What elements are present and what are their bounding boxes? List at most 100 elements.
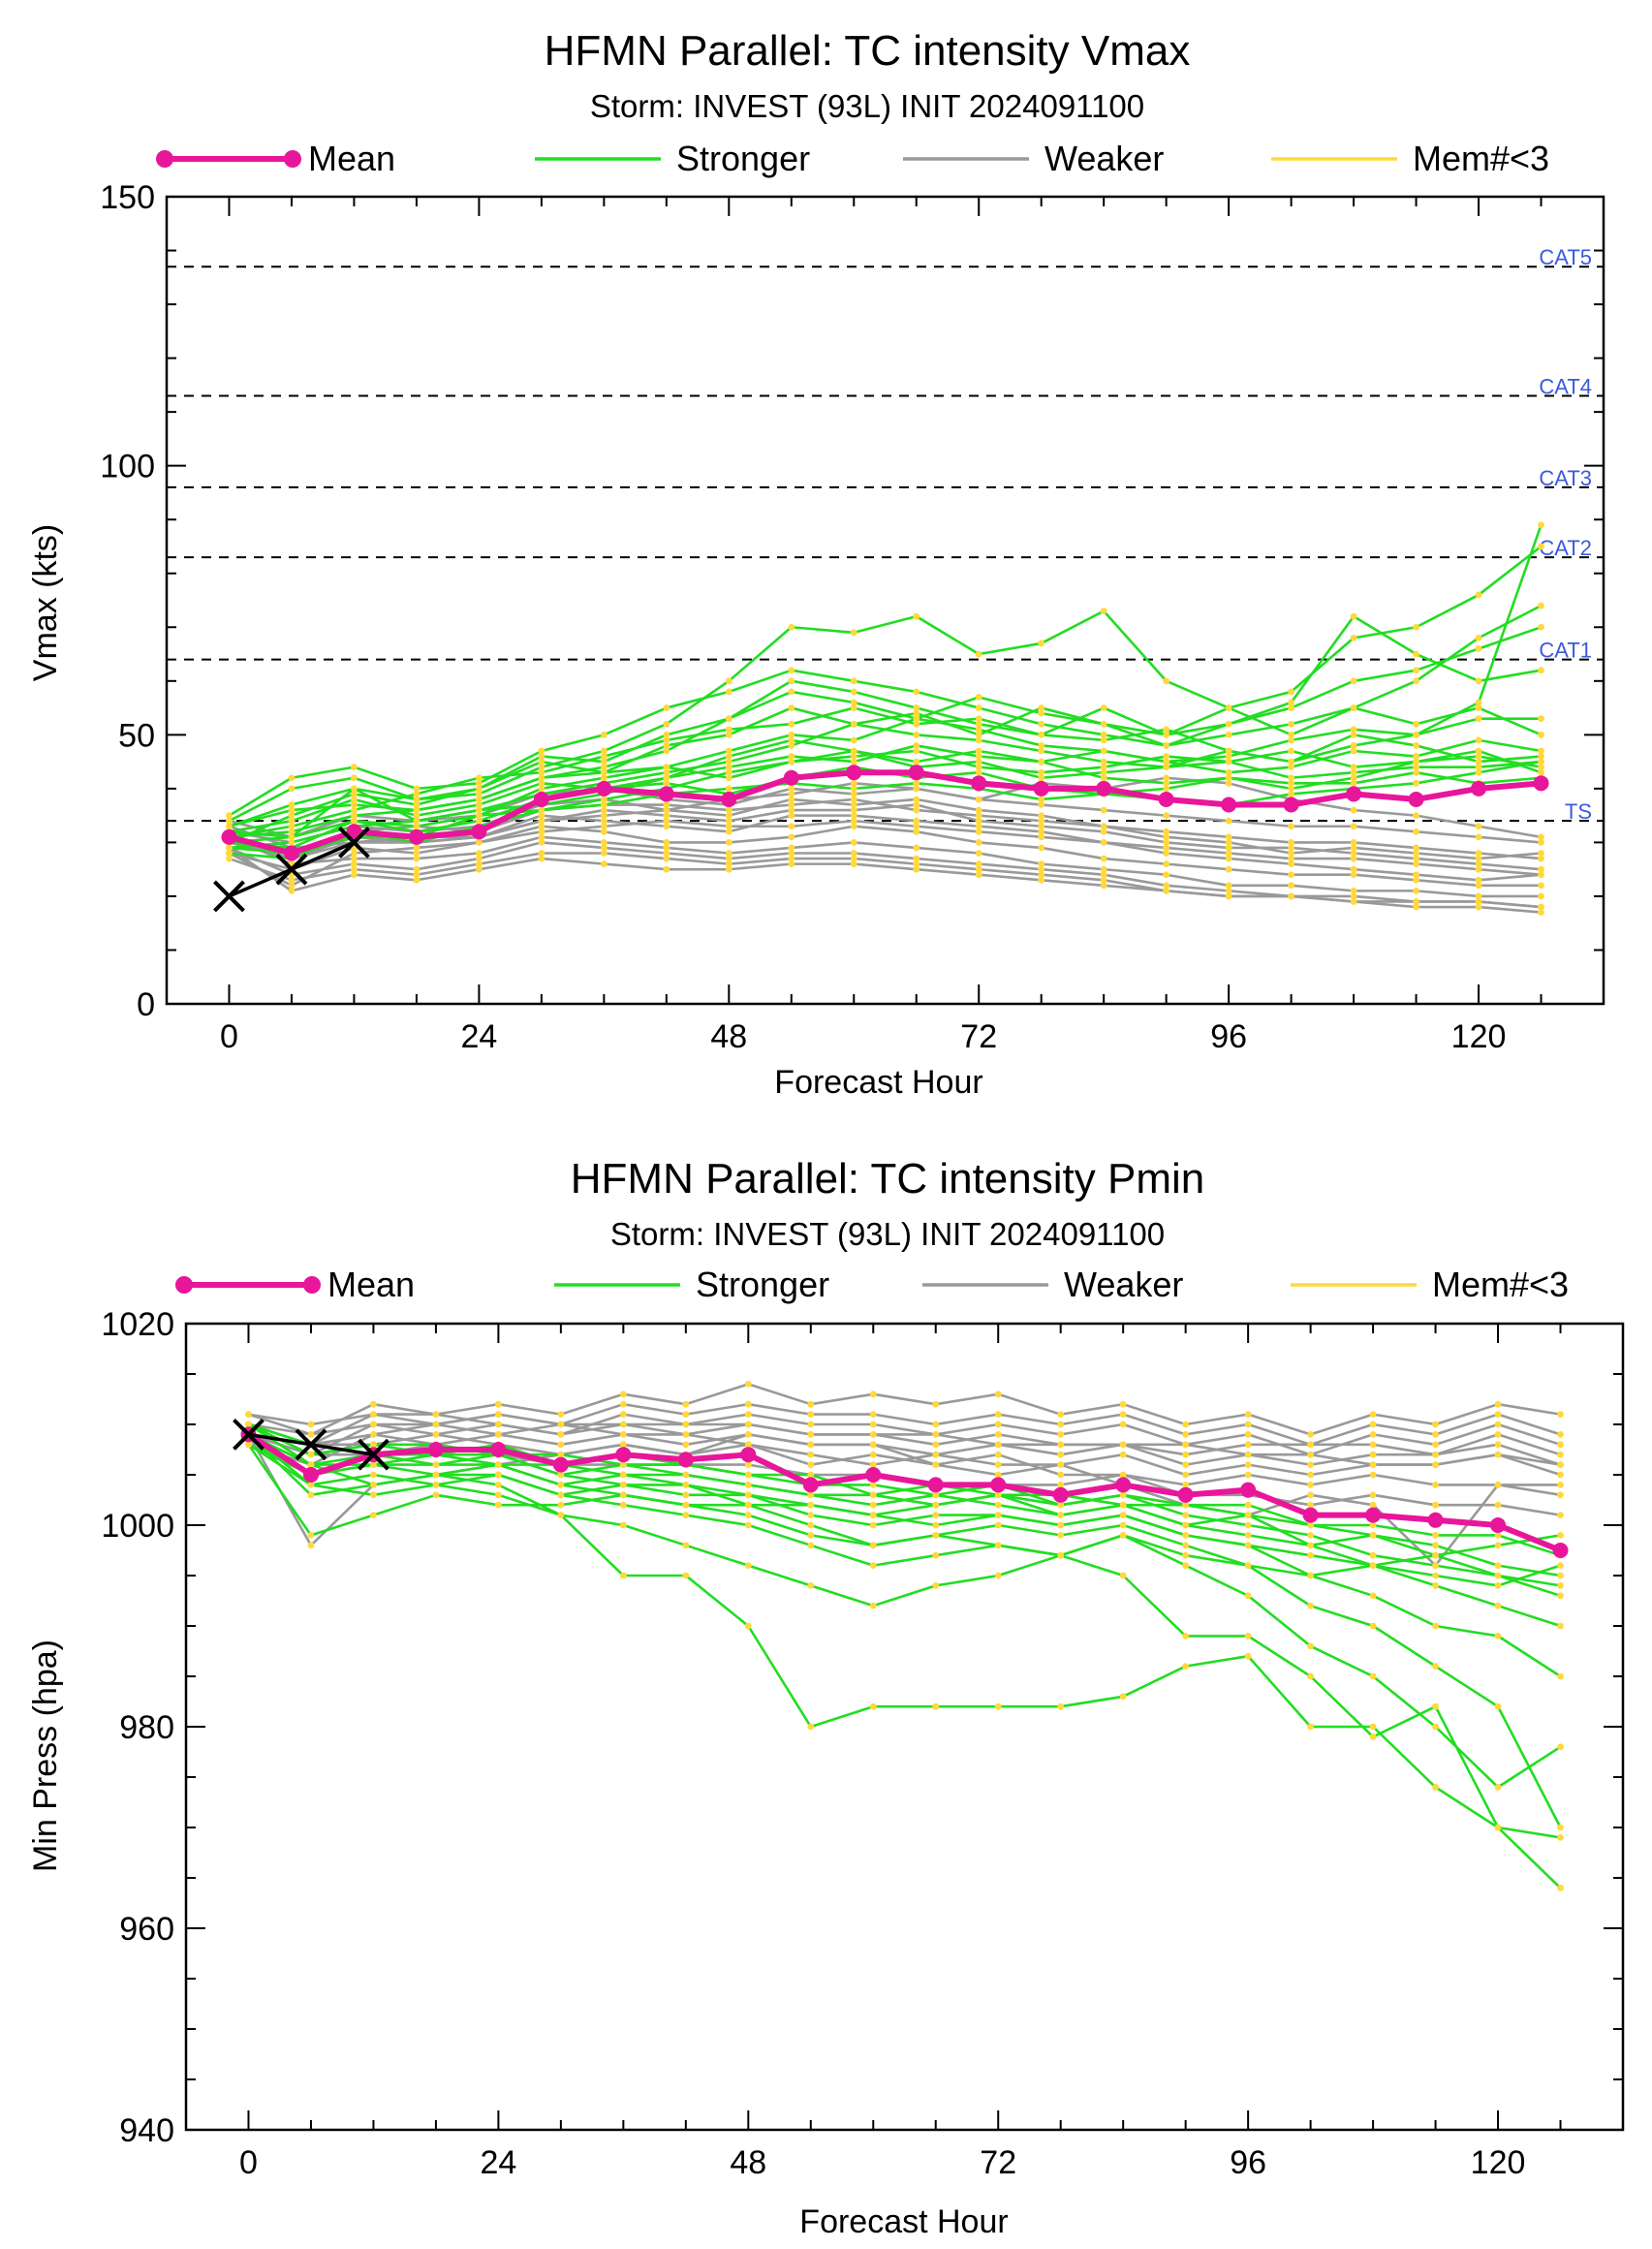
stronger-member-line-point (370, 1512, 377, 1518)
stronger-member-line-point (1288, 731, 1295, 738)
weaker-member-line-point (600, 844, 608, 852)
stronger-member-line-point (226, 850, 233, 857)
stronger-member-line-point (351, 791, 358, 797)
stronger-member-line-point (413, 801, 421, 808)
weaker-member-line-point (226, 855, 233, 862)
mean-point (1346, 786, 1362, 802)
weaker-member-line-point (619, 1421, 627, 1428)
observed-marker (295, 1428, 327, 1461)
weaker-member-line-point (600, 828, 608, 835)
stronger-member-line-point (1225, 774, 1232, 782)
stronger-member-line-point (619, 1471, 627, 1479)
stronger-member-line-point (788, 720, 795, 728)
stronger-member-line-point (1557, 1824, 1564, 1831)
weaker-member-line-point (1475, 823, 1482, 830)
weaker-member-line-point (1350, 806, 1357, 814)
weaker-member-line-point (1100, 839, 1107, 846)
weaker-member-line-point (1288, 860, 1295, 868)
mean-point (1427, 1512, 1444, 1528)
stronger-member-line-point (1307, 1542, 1315, 1549)
weaker-member-line-point (913, 796, 920, 803)
weaker-member-line-point (538, 833, 545, 841)
weaker-member-line-point (1557, 1512, 1564, 1518)
stronger-member-line-point (1288, 720, 1295, 728)
stronger-member-line-point (1038, 709, 1045, 717)
weaker-member-line-point (1350, 855, 1357, 862)
stronger-member-line-point (850, 688, 857, 696)
threshold-label: TS (1565, 799, 1592, 824)
weaker-member-line-point (475, 860, 483, 868)
stronger-member-line-point (557, 1471, 565, 1479)
stronger-member-line-point (413, 796, 421, 803)
stronger-member-line (247, 1433, 1561, 1587)
mean-point (1177, 1486, 1194, 1503)
weaker-member-line-point (557, 1421, 565, 1428)
weaker-member-line-point (994, 1390, 1002, 1398)
weaker-member-line-point (663, 801, 670, 808)
weaker-member-line-point (788, 855, 795, 862)
stronger-member-line-point (1413, 731, 1419, 738)
weaker-member-line-point (850, 860, 857, 868)
stronger-member-line-point (370, 1461, 377, 1468)
stronger-member-line-point (975, 731, 982, 738)
stronger-member-line-point (1100, 736, 1107, 744)
stronger-member-line-point (1475, 736, 1482, 744)
weaker-member-line-point (1182, 1441, 1190, 1449)
weaker-member-line-point (351, 855, 358, 862)
stronger-member-line-point (1413, 720, 1419, 728)
weaker-member-line-point (1413, 828, 1419, 835)
weaker-member-line-point (494, 1411, 502, 1418)
stronger-member-line-point (913, 704, 920, 711)
weaker-member-line-point (1538, 882, 1544, 890)
mean-point (1365, 1507, 1382, 1523)
weaker-member-line-point (1432, 1421, 1439, 1428)
weaker-member-line-point (494, 1421, 502, 1428)
weaker-member-line-point (1538, 865, 1544, 873)
weaker-member-line-point (1163, 839, 1170, 846)
threshold-label: CAT3 (1539, 466, 1592, 490)
weaker-member-line-point (1307, 1461, 1315, 1468)
threshold-label: CAT5 (1539, 245, 1592, 269)
stronger-member-line-point (913, 688, 920, 696)
weaker-member-line-point (913, 860, 920, 868)
weaker-member-line-point (807, 1441, 815, 1449)
stronger-member-line-point (1557, 1532, 1564, 1539)
weaker-member-line-point (1494, 1431, 1502, 1438)
legend-label-stronger: Stronger (676, 139, 810, 178)
weaker-member-line-point (869, 1411, 877, 1418)
stronger-member-line-point (1475, 699, 1482, 706)
stronger-member-line (229, 706, 1542, 839)
stronger-member-line-point (1288, 699, 1295, 706)
weaker-member-line-point (413, 855, 421, 862)
weaker-member-line-point (913, 844, 920, 852)
stronger-member-line-point (869, 1521, 877, 1529)
weaker-member-line-point (1057, 1451, 1065, 1458)
weaker-member-line-point (557, 1431, 565, 1438)
weaker-member-line-point (913, 823, 920, 830)
stronger-member-line-point (1494, 1824, 1502, 1831)
stronger-member-line-point (600, 801, 608, 808)
stronger-member-line-point (1557, 1885, 1564, 1891)
weaker-member-line-point (725, 850, 732, 857)
legend-label-mean: Mean (308, 139, 395, 178)
stronger-member-line-point (538, 753, 545, 760)
stronger-member-line-point (1494, 1702, 1502, 1710)
weaker-member-line-point (807, 1421, 815, 1428)
weaker-member-line-point (1225, 882, 1232, 890)
weaker-member-line-point (557, 1411, 565, 1418)
weaker-member-line-point (1475, 903, 1482, 911)
stronger-member-line-point (413, 812, 421, 820)
stronger-member-line-point (1538, 747, 1544, 755)
weaker-member-line-point (850, 855, 857, 862)
stronger-member-line-point (413, 806, 421, 814)
observed-marker (213, 880, 245, 913)
weaker-member-line-point (1038, 823, 1045, 830)
stronger-member-line-point (975, 726, 982, 734)
weaker-member-line-point (538, 812, 545, 820)
weaker-member-line-point (788, 796, 795, 803)
stronger-member-line-point (1038, 742, 1045, 749)
stronger-member-line-point (975, 694, 982, 701)
stronger-member-line-point (245, 1421, 252, 1428)
weaker-member-line-point (1432, 1441, 1439, 1449)
stronger-member-line-point (1475, 747, 1482, 755)
